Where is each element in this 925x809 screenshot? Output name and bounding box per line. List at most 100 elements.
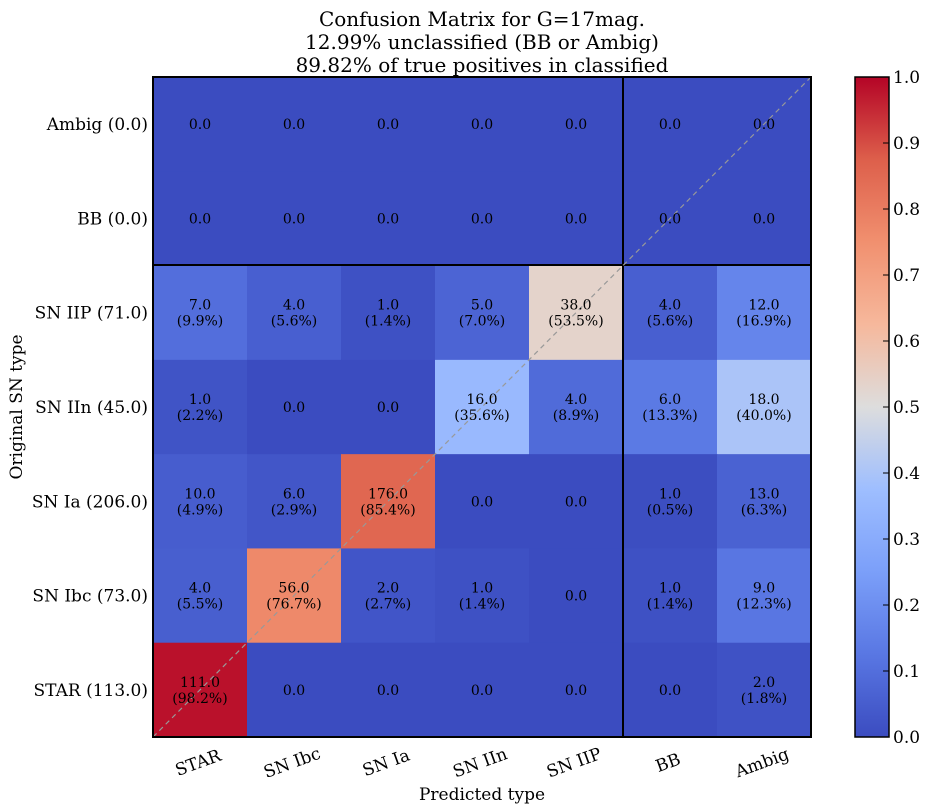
x-tick-label: STAR — [173, 745, 225, 780]
colorbar-tick-label: 0.4 — [893, 464, 920, 484]
cell — [435, 548, 530, 644]
cell-percent: (4.9%) — [177, 502, 224, 518]
cell — [153, 265, 248, 361]
colorbar-tick-label: 0.9 — [893, 134, 920, 154]
chart-title: Confusion Matrix for G=17mag. — [319, 7, 645, 31]
cell — [717, 359, 812, 455]
cell-value: 0.0 — [189, 117, 211, 133]
cell-value: 4.0 — [565, 392, 587, 408]
y-axis-label: Original SN type — [7, 334, 27, 479]
cell — [623, 642, 718, 738]
cell-percent: (1.4%) — [365, 314, 412, 330]
cell-value: 9.0 — [753, 581, 775, 597]
cell-percent: (8.9%) — [553, 408, 600, 424]
cell — [247, 454, 342, 549]
cell — [341, 642, 436, 738]
cell — [341, 171, 436, 267]
colorbar-tick-label: 0.8 — [893, 200, 920, 220]
cell-percent: (53.5%) — [548, 314, 603, 330]
cell — [435, 265, 530, 361]
cell — [623, 548, 718, 644]
cell-value: 0.0 — [471, 117, 493, 133]
cell — [153, 359, 248, 455]
cell-percent: (7.0%) — [459, 314, 506, 330]
cell — [341, 77, 436, 172]
cell-value: 12.0 — [748, 298, 779, 314]
cell — [623, 77, 718, 172]
cell-value: 176.0 — [368, 486, 408, 502]
colorbar-tick-label: 0.6 — [893, 332, 920, 352]
cell-value: 38.0 — [560, 298, 591, 314]
cell — [717, 642, 812, 738]
cell — [435, 359, 530, 455]
cell — [529, 77, 624, 172]
cell-value: 18.0 — [748, 392, 779, 408]
x-tick-label: BB — [653, 750, 683, 777]
cell-value: 0.0 — [565, 589, 587, 605]
cell-value: 111.0 — [180, 675, 220, 691]
cell-percent: (5.6%) — [271, 314, 318, 330]
cell-value: 4.0 — [189, 581, 211, 597]
cell-value: 16.0 — [466, 392, 497, 408]
cell — [341, 359, 436, 455]
cell-value: 1.0 — [659, 486, 681, 502]
cell-value: 0.0 — [283, 117, 305, 133]
cell-value: 0.0 — [189, 211, 211, 227]
cell-value: 0.0 — [377, 683, 399, 699]
cell-percent: (0.5%) — [647, 502, 694, 518]
cell — [247, 77, 342, 172]
colorbar-tick-label: 0.3 — [893, 530, 920, 550]
cell-value: 6.0 — [283, 486, 305, 502]
cell-value: 0.0 — [565, 683, 587, 699]
y-tick-label: SN IIn (45.0) — [35, 398, 148, 418]
cell — [435, 171, 530, 267]
cell-value: 2.0 — [753, 675, 775, 691]
cell-value: 2.0 — [377, 581, 399, 597]
cell-value: 6.0 — [659, 392, 681, 408]
cell-percent: (35.6%) — [454, 408, 509, 424]
cell-value: 0.0 — [471, 683, 493, 699]
cell-value: 0.0 — [565, 117, 587, 133]
cell — [529, 359, 624, 455]
y-tick-label: Ambig (0.0) — [46, 115, 148, 135]
plot-frame — [152, 76, 812, 738]
cell-value: 10.0 — [184, 486, 215, 502]
cell — [717, 265, 812, 361]
cell-value: 5.0 — [471, 298, 493, 314]
cell-value: 0.0 — [565, 211, 587, 227]
x-tick-label: Ambig — [732, 744, 792, 782]
cell — [247, 171, 342, 267]
y-tick-label: SN Ibc (73.0) — [32, 587, 148, 607]
cell-value: 1.0 — [377, 298, 399, 314]
colorbar-tick-label: 0.2 — [893, 596, 920, 616]
cell — [153, 548, 248, 644]
cell — [623, 454, 718, 549]
cell-value: 0.0 — [471, 211, 493, 227]
cell — [247, 359, 342, 455]
x-tick-label: SN IIP — [544, 744, 604, 782]
cell-value: 0.0 — [377, 211, 399, 227]
cell-value: 0.0 — [753, 211, 775, 227]
cell-value: 0.0 — [659, 211, 681, 227]
cell-value: 7.0 — [189, 298, 211, 314]
cell-value: 0.0 — [283, 400, 305, 416]
cell-percent: (5.6%) — [647, 314, 694, 330]
cell — [529, 454, 624, 549]
cell — [435, 454, 530, 549]
diagonal — [152, 76, 812, 738]
x-axis-label: Predicted type — [419, 785, 545, 805]
colorbar-tick-label: 0.5 — [893, 398, 920, 418]
cell-percent: (6.3%) — [741, 502, 788, 518]
cell — [623, 265, 718, 361]
cell — [153, 454, 248, 549]
cell-percent: (13.3%) — [642, 408, 697, 424]
cell-percent: (5.5%) — [177, 597, 224, 613]
cell — [623, 359, 718, 455]
cell-value: 0.0 — [565, 494, 587, 510]
cell-percent: (40.0%) — [736, 408, 791, 424]
cell-percent: (76.7%) — [266, 597, 321, 613]
cell-percent: (1.4%) — [459, 597, 506, 613]
cell — [717, 454, 812, 549]
cell — [341, 548, 436, 644]
cell — [717, 548, 812, 644]
